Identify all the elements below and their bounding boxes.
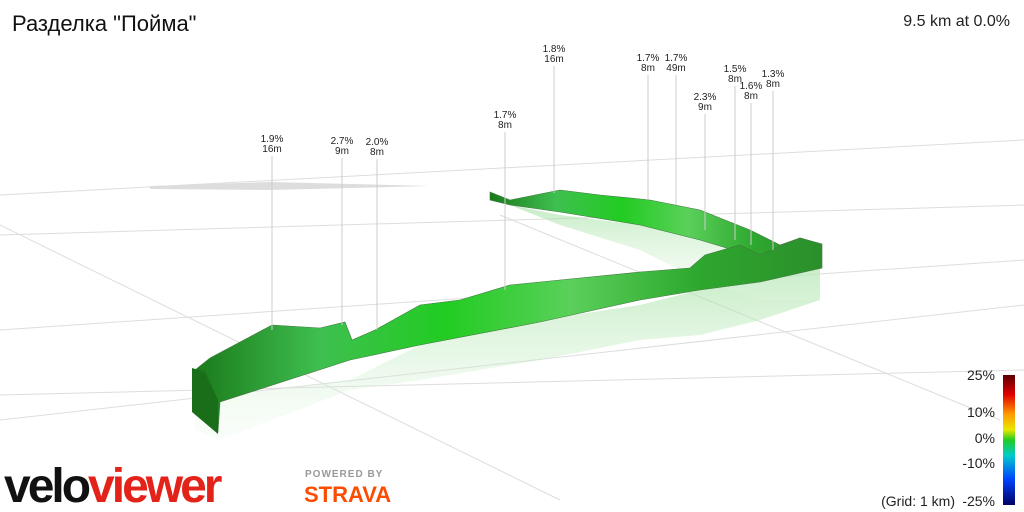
legend-label: 10% <box>967 404 995 420</box>
annotation-height: 8m <box>744 91 758 102</box>
annotation-height: 8m <box>766 79 780 90</box>
summary: 9.5 km at 0.0% <box>903 13 1010 30</box>
annotation-height: 9m <box>698 102 712 113</box>
logo: veloviewer <box>4 460 222 512</box>
annotation-grade: 1.7% <box>665 53 688 64</box>
annotation-grade: 1.9% <box>261 134 284 145</box>
annotation-grade: 1.6% <box>740 81 763 92</box>
legend: 25% 10% 0% -10% -25% (Grid: 1 km) <box>881 367 995 509</box>
strava: STRAVA <box>304 482 391 507</box>
annotation-height: 8m <box>728 74 742 85</box>
legend-label: -10% <box>962 455 995 471</box>
powered-by: POWERED BY <box>305 469 383 480</box>
annotation-grade: 2.7% <box>331 136 354 147</box>
annotation-grade: 1.7% <box>637 53 660 64</box>
annotation-grade: 1.5% <box>724 64 747 75</box>
grid-note: (Grid: 1 km) <box>881 493 955 509</box>
annotation-height: 16m <box>262 144 281 155</box>
annotation-grade: 1.3% <box>762 69 785 80</box>
annotation-grade: 1.8% <box>543 44 566 55</box>
annotation-grade: 1.7% <box>494 110 517 121</box>
start-shadow <box>150 182 430 190</box>
annotation-height: 8m <box>498 120 512 131</box>
annotation-grade: 2.3% <box>694 92 717 103</box>
annotation-height: 8m <box>641 63 655 74</box>
title: Разделка "Пойма" <box>12 11 197 36</box>
legend-label: 0% <box>975 430 995 446</box>
annotation-grade: 2.0% <box>366 137 389 148</box>
legend-label: -25% <box>962 493 995 509</box>
annotation-height: 8m <box>370 147 384 158</box>
legend-label: 25% <box>967 367 995 383</box>
annotation-height: 16m <box>544 54 563 65</box>
route <box>192 189 823 440</box>
legend-bar <box>1003 375 1015 505</box>
annotation-height: 9m <box>335 146 349 157</box>
annotation-height: 49m <box>666 63 685 74</box>
